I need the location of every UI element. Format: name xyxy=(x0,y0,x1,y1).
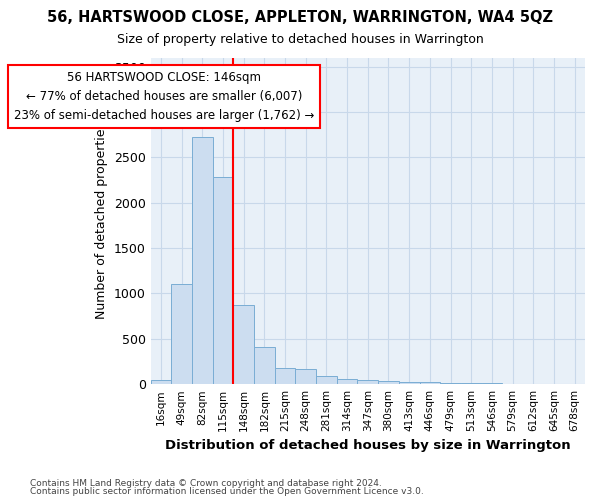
Bar xyxy=(151,380,171,384)
Text: Contains public sector information licensed under the Open Government Licence v3: Contains public sector information licen… xyxy=(30,487,424,496)
Bar xyxy=(212,178,233,384)
Y-axis label: Number of detached properties: Number of detached properties xyxy=(95,122,108,320)
Bar xyxy=(440,383,461,384)
Text: Contains HM Land Registry data © Crown copyright and database right 2024.: Contains HM Land Registry data © Crown c… xyxy=(30,478,382,488)
Bar xyxy=(358,380,378,384)
Text: 56, HARTSWOOD CLOSE, APPLETON, WARRINGTON, WA4 5QZ: 56, HARTSWOOD CLOSE, APPLETON, WARRINGTO… xyxy=(47,10,553,25)
X-axis label: Distribution of detached houses by size in Warrington: Distribution of detached houses by size … xyxy=(165,440,571,452)
Bar xyxy=(254,346,275,384)
Bar xyxy=(419,382,440,384)
Bar xyxy=(233,305,254,384)
Bar xyxy=(378,380,399,384)
Bar xyxy=(399,382,419,384)
Bar xyxy=(192,138,212,384)
Bar xyxy=(337,378,358,384)
Text: Size of property relative to detached houses in Warrington: Size of property relative to detached ho… xyxy=(116,32,484,46)
Text: 56 HARTSWOOD CLOSE: 146sqm
← 77% of detached houses are smaller (6,007)
23% of s: 56 HARTSWOOD CLOSE: 146sqm ← 77% of deta… xyxy=(14,71,314,122)
Bar xyxy=(275,368,295,384)
Bar xyxy=(171,284,192,384)
Bar xyxy=(461,383,482,384)
Bar xyxy=(316,376,337,384)
Bar xyxy=(295,369,316,384)
